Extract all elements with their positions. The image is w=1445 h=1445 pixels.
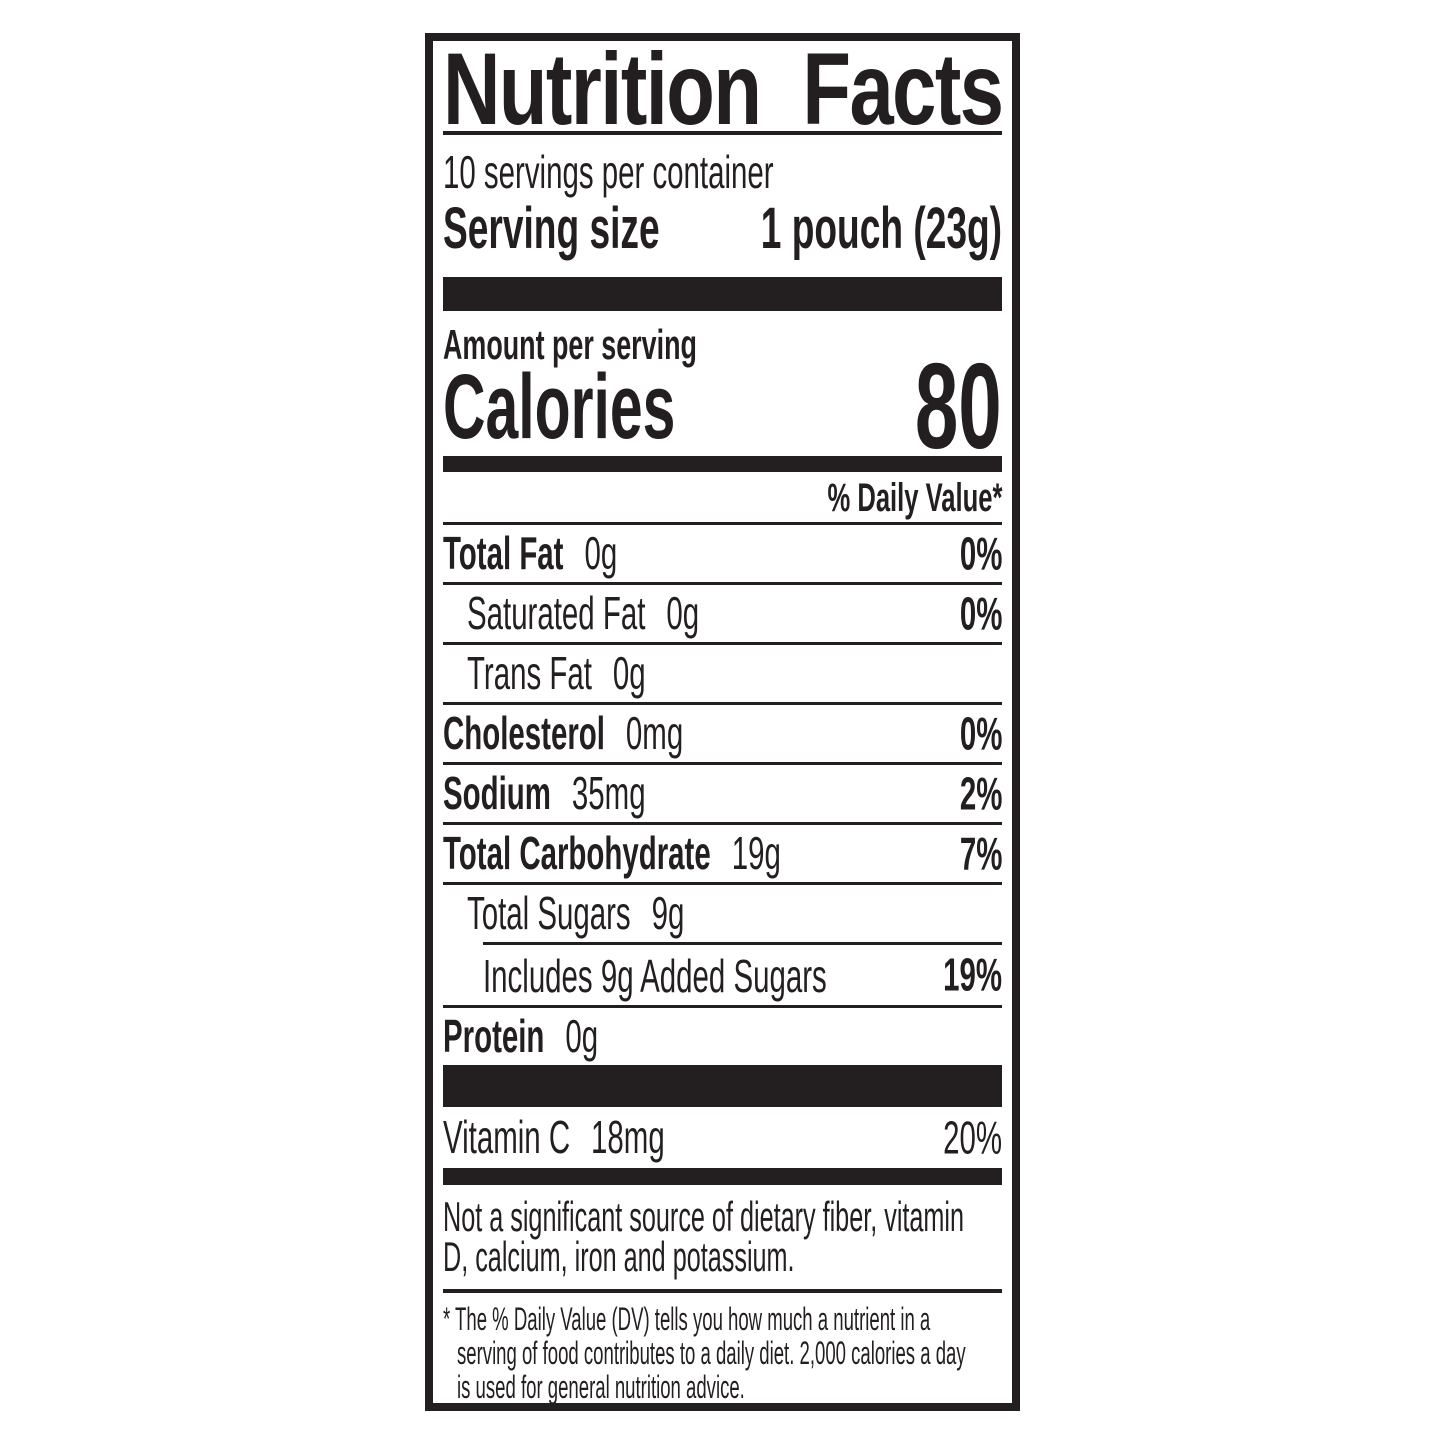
note-line-2: D, calcium, iron and potassium. bbox=[443, 1233, 795, 1280]
nutrient-row-total-sugars: Total Sugars 9g bbox=[443, 882, 1002, 942]
amount-per-serving: Amount per serving bbox=[443, 321, 697, 368]
nutrient-name: Protein bbox=[443, 1010, 545, 1062]
nutrient-row-total-carbohydrate: Total Carbohydrate 19g 7% bbox=[443, 822, 1002, 882]
nutrient-daily-value: 19% bbox=[943, 948, 1002, 1001]
daily-value-header: % Daily Value* bbox=[826, 476, 1002, 520]
footnote-divider bbox=[443, 1289, 1002, 1293]
nutrient-row-saturated-fat: Saturated Fat 0g 0% bbox=[443, 582, 1002, 642]
medium-bar-under-calories bbox=[443, 456, 1002, 472]
nutrient-daily-value: 0% bbox=[959, 707, 1002, 759]
title-divider bbox=[443, 131, 1002, 135]
nutrient-name: Total Fat bbox=[443, 527, 564, 579]
nutrient-name: Sodium bbox=[443, 767, 551, 819]
nutrient-name: Cholesterol bbox=[443, 707, 605, 759]
nutrition-facts-label: Nutrition Facts 10 servings per containe… bbox=[425, 33, 1020, 1411]
nutrient-name: Total Sugars bbox=[467, 887, 631, 939]
nutrient-daily-value: 2% bbox=[959, 767, 1002, 819]
nutrient-daily-value: 7% bbox=[959, 827, 1002, 879]
nutrient-row-added-sugars: Includes 9g Added Sugars 19% bbox=[443, 945, 1002, 1005]
label-title-word-2: Facts bbox=[801, 32, 1004, 146]
calories-row: Calories 80 bbox=[443, 345, 1002, 467]
nutrient-row-cholesterol: Cholesterol 0mg 0% bbox=[443, 702, 1002, 762]
footnote-line-2: serving of food contributes to a daily d… bbox=[457, 1335, 966, 1371]
nutrient-name: Includes 9g Added Sugars bbox=[483, 950, 827, 1002]
micronutrient-daily-value: 20% bbox=[943, 1111, 1002, 1163]
nutrient-amount: 0mg bbox=[625, 707, 684, 759]
nutrient-amount: 9g bbox=[651, 887, 685, 939]
serving-size-row: Serving size 1 pouch (23g) bbox=[443, 196, 1002, 261]
calories-label: Calories bbox=[443, 356, 676, 458]
serving-size-label: Serving size bbox=[443, 196, 660, 261]
label-title: Nutrition Facts bbox=[443, 32, 1004, 146]
medium-bar-below-vitamins bbox=[443, 1168, 1002, 1185]
nutrient-amount: 19g bbox=[731, 827, 781, 879]
footnote-asterisk: * bbox=[443, 1301, 451, 1337]
indented-divider bbox=[483, 942, 1002, 945]
thick-bar-top bbox=[443, 277, 1002, 311]
label-title-word-1: Nutrition bbox=[443, 32, 762, 146]
note-line-1: Not a significant source of dietary fibe… bbox=[443, 1193, 965, 1240]
nutrient-name: Saturated Fat bbox=[467, 587, 646, 639]
nutrient-amount: 0g bbox=[584, 527, 618, 579]
micronutrient-amount: 18mg bbox=[591, 1111, 665, 1163]
nutrient-daily-value: 0% bbox=[959, 527, 1002, 579]
nutrient-name: Total Carbohydrate bbox=[443, 827, 711, 879]
micronutrient-row-vitamin-c: Vitamin C 18mg 20% bbox=[443, 1107, 1002, 1168]
footnote-line-1: The % Daily Value (DV) tells you how muc… bbox=[455, 1301, 931, 1337]
servings-per-container: 10 servings per container bbox=[443, 146, 774, 198]
thick-bar-above-vitamins bbox=[443, 1065, 1002, 1107]
nutrient-amount: 0g bbox=[612, 647, 646, 699]
nutrient-row-protein: Protein 0g bbox=[443, 1005, 1002, 1065]
nutrient-amount: 0g bbox=[666, 587, 700, 639]
nutrient-amount: 35mg bbox=[571, 767, 646, 819]
footnote-line-3: is used for general nutrition advice. bbox=[457, 1369, 745, 1405]
nutrient-amount: 0g bbox=[565, 1010, 599, 1062]
not-significant-note: Not a significant source of dietary fibe… bbox=[443, 1193, 1002, 1280]
daily-value-footnote: * The % Daily Value (DV) tells you how m… bbox=[443, 1293, 1002, 1404]
micronutrient-name: Vitamin C bbox=[443, 1111, 571, 1163]
nutrient-row-trans-fat: Trans Fat 0g bbox=[443, 642, 1002, 702]
calories-value: 80 bbox=[915, 338, 1002, 474]
serving-size-value: 1 pouch (23g) bbox=[760, 196, 1002, 261]
nutrient-row-sodium: Sodium 35mg 2% bbox=[443, 762, 1002, 822]
nutrient-name: Trans Fat bbox=[467, 647, 592, 699]
nutrient-daily-value: 0% bbox=[959, 587, 1002, 639]
nutrient-row-total-fat: Total Fat 0g 0% bbox=[443, 522, 1002, 582]
